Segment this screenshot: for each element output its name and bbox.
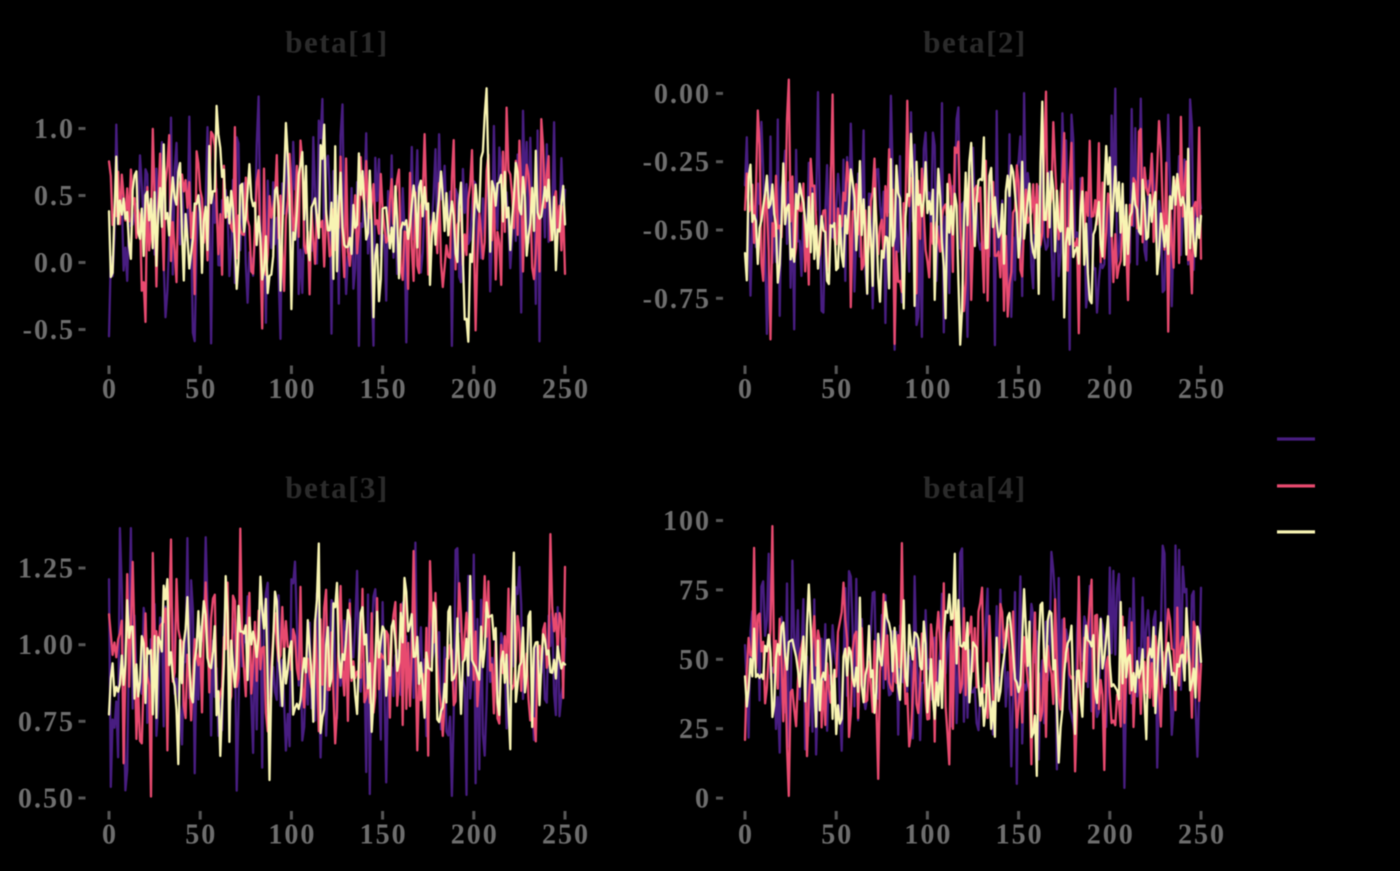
svg-text:0: 0 <box>102 374 118 405</box>
svg-text:0.00: 0.00 <box>654 79 711 110</box>
svg-text:0: 0 <box>102 820 118 851</box>
svg-text:150: 150 <box>996 374 1044 405</box>
svg-text:-0.5: -0.5 <box>23 315 75 346</box>
svg-text:0: 0 <box>738 374 754 405</box>
svg-text:50: 50 <box>679 645 711 676</box>
svg-text:25: 25 <box>679 714 711 745</box>
svg-text:0.75: 0.75 <box>18 707 75 738</box>
svg-text:50: 50 <box>821 820 853 851</box>
svg-text:0.0: 0.0 <box>34 248 75 279</box>
svg-text:1.00: 1.00 <box>18 630 75 661</box>
svg-text:1.0: 1.0 <box>34 114 75 145</box>
svg-text:-0.25: -0.25 <box>643 147 711 178</box>
svg-text:beta[4]: beta[4] <box>923 470 1026 505</box>
svg-text:200: 200 <box>451 820 499 851</box>
svg-text:50: 50 <box>185 374 217 405</box>
svg-text:250: 250 <box>542 820 590 851</box>
svg-text:beta[2]: beta[2] <box>923 25 1026 60</box>
svg-text:0.50: 0.50 <box>18 784 75 815</box>
svg-text:1.25: 1.25 <box>18 554 75 585</box>
svg-text:250: 250 <box>542 374 590 405</box>
svg-text:75: 75 <box>679 575 711 606</box>
svg-text:-0.50: -0.50 <box>643 216 711 247</box>
svg-text:0: 0 <box>695 784 711 815</box>
svg-text:200: 200 <box>1087 374 1135 405</box>
svg-text:250: 250 <box>1178 820 1226 851</box>
svg-text:50: 50 <box>185 820 217 851</box>
svg-text:beta[1]: beta[1] <box>285 25 388 60</box>
svg-text:0.5: 0.5 <box>34 181 75 212</box>
svg-text:0: 0 <box>738 820 754 851</box>
svg-text:100: 100 <box>268 374 316 405</box>
svg-text:150: 150 <box>360 374 408 405</box>
svg-text:200: 200 <box>1087 820 1135 851</box>
svg-text:250: 250 <box>1178 374 1226 405</box>
svg-text:100: 100 <box>663 506 711 537</box>
svg-text:100: 100 <box>904 820 952 851</box>
svg-text:50: 50 <box>821 374 853 405</box>
svg-text:200: 200 <box>451 374 499 405</box>
svg-text:100: 100 <box>904 374 952 405</box>
svg-text:beta[3]: beta[3] <box>285 470 388 505</box>
svg-text:150: 150 <box>996 820 1044 851</box>
svg-text:150: 150 <box>360 820 408 851</box>
svg-text:-0.75: -0.75 <box>643 284 711 315</box>
svg-text:100: 100 <box>268 820 316 851</box>
